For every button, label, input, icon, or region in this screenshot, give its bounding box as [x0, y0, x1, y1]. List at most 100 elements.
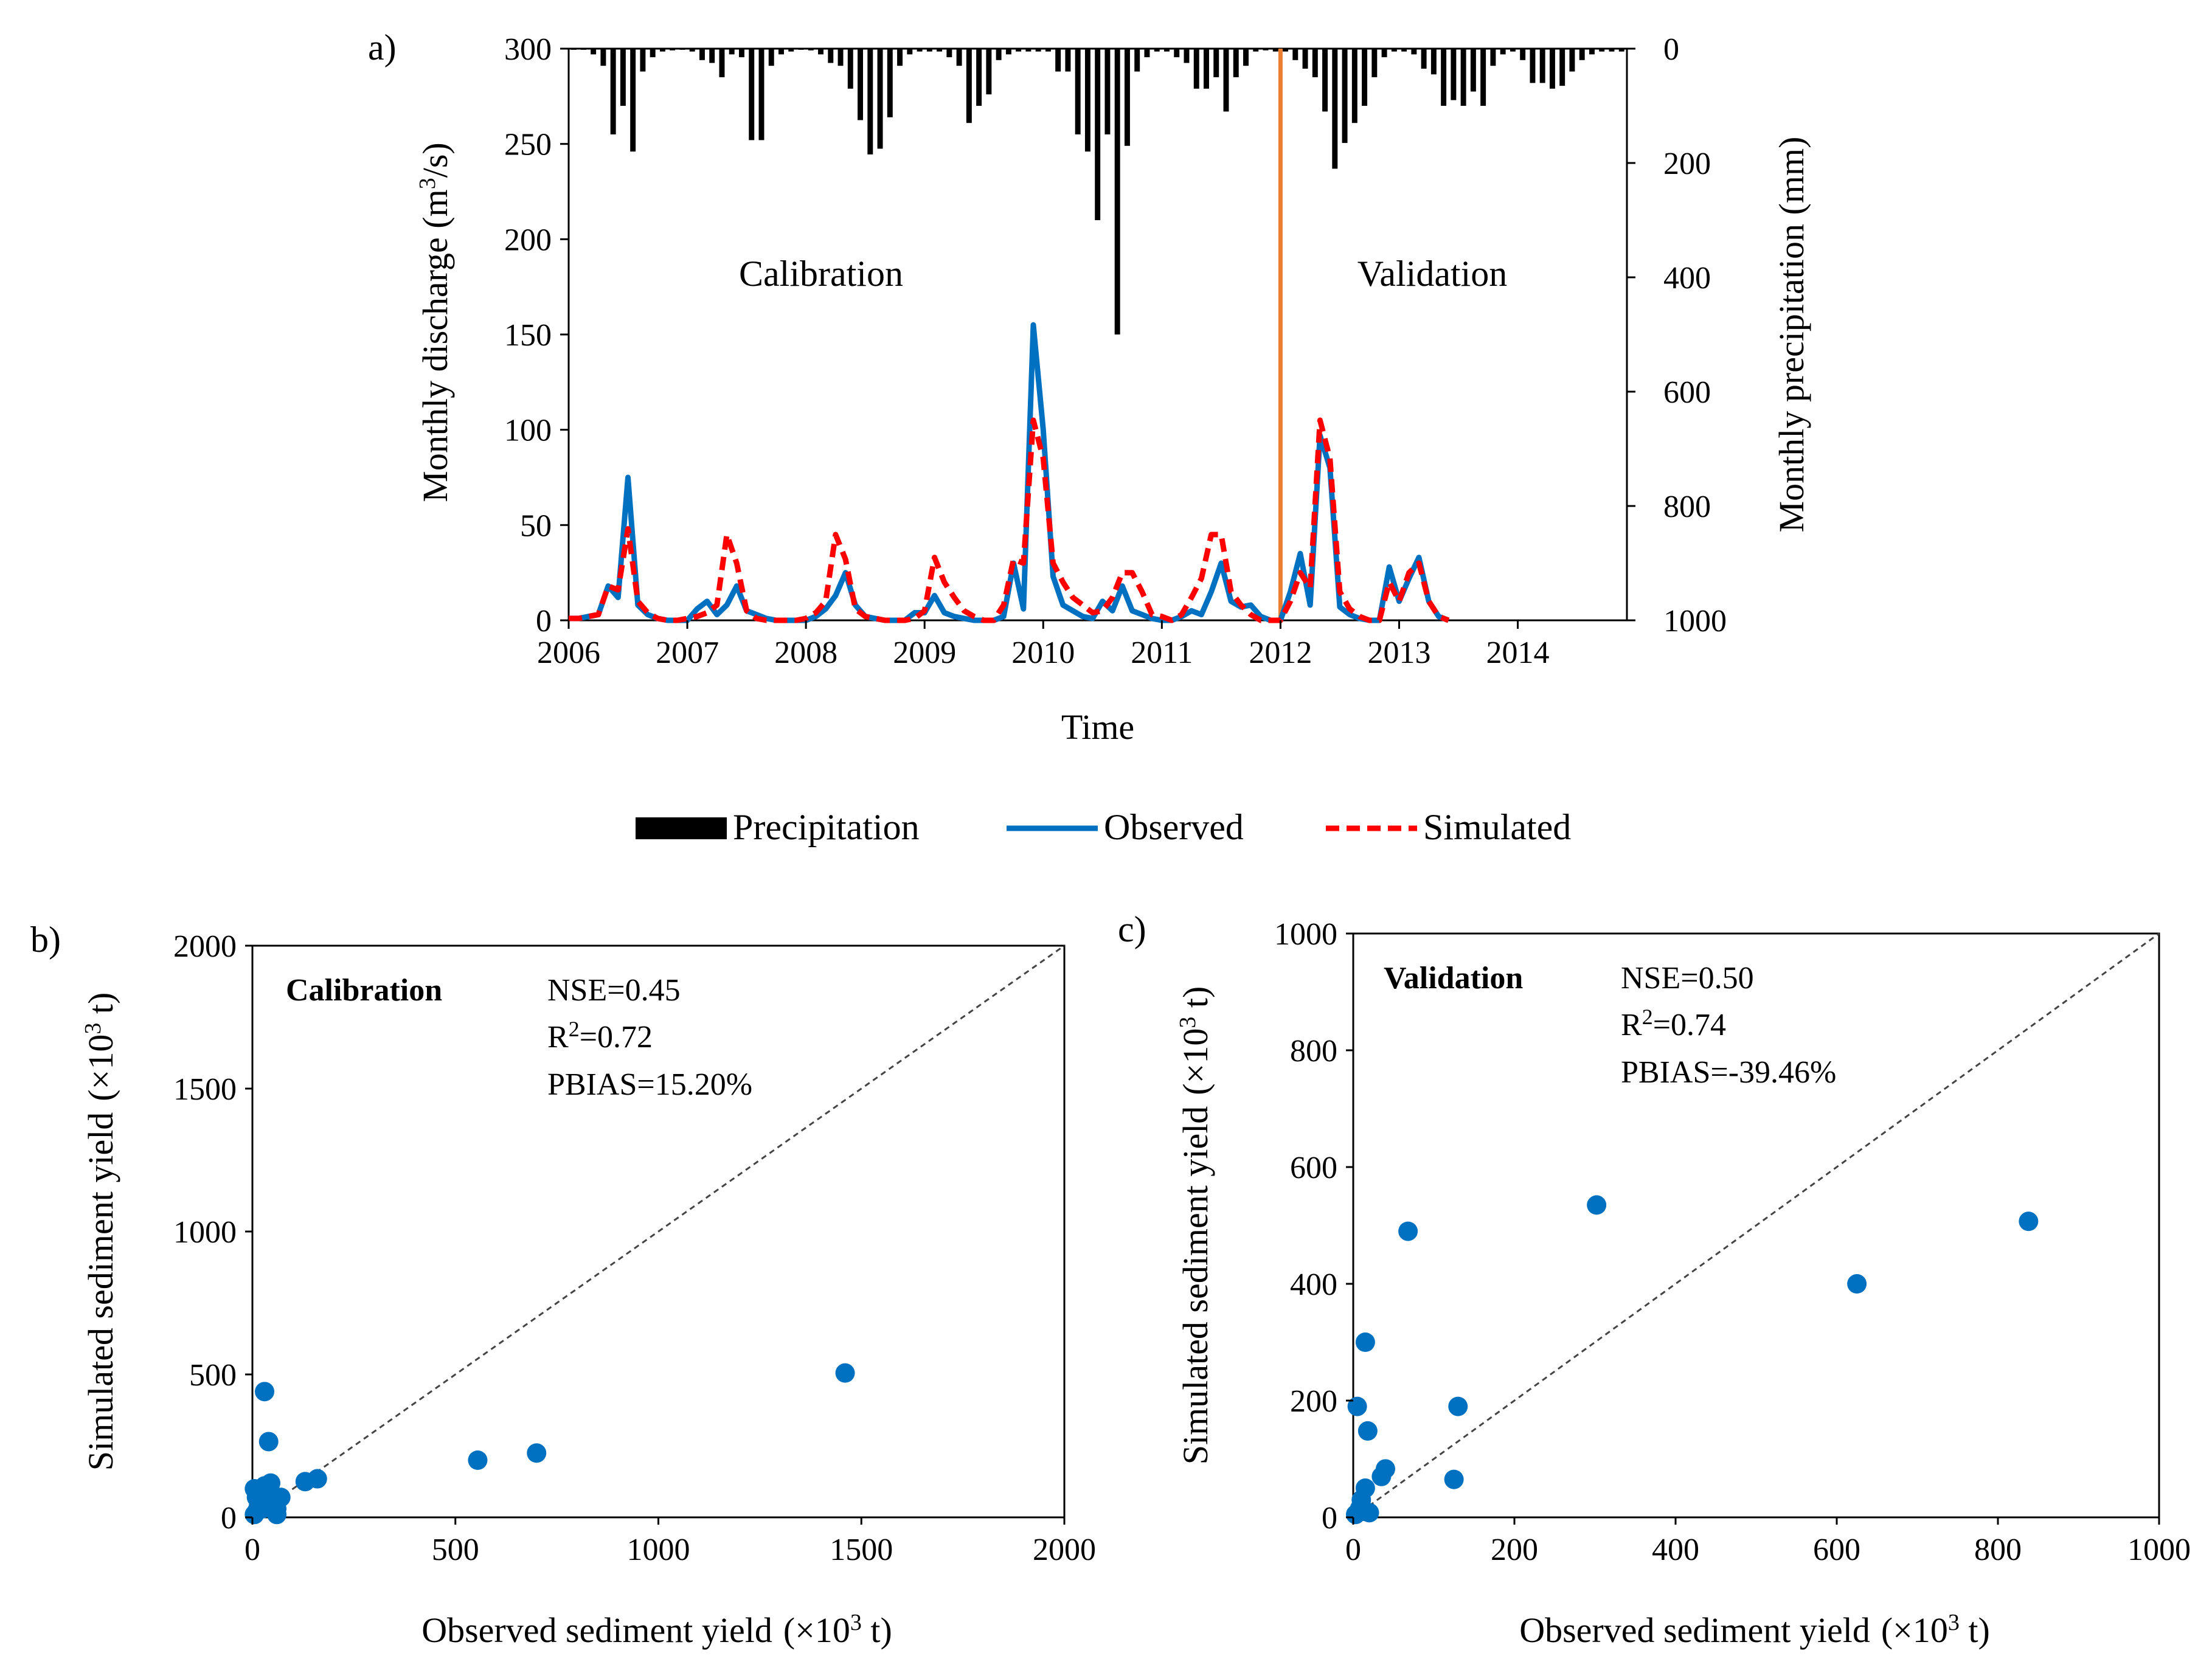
precipitation-bar	[1421, 49, 1427, 69]
panel-a-y-tick-label: 250	[504, 128, 552, 162]
panel-a-x-tick-label: 2007	[656, 636, 719, 670]
precipitation-bar	[867, 49, 873, 154]
panel-c-x-tick-label: 400	[1652, 1533, 1699, 1567]
precipitation-bar	[1025, 49, 1031, 52]
precipitation-bar	[1005, 49, 1011, 55]
precipitation-bar	[1283, 49, 1289, 52]
panel-a-y-tick-label: 50	[520, 508, 552, 543]
panel-b-y-unit-tail: t)	[81, 993, 120, 1023]
panel-b-point	[257, 1490, 277, 1510]
panel-b-one-to-one-line	[252, 944, 1065, 1519]
panel-a-y-axis-title-main: Monthly discharge (m	[415, 189, 455, 502]
panel-c-point	[1444, 1469, 1464, 1489]
precipitation-bar	[788, 49, 794, 52]
precipitation-bar	[897, 49, 903, 66]
panel-a-y-tick-label: 100	[504, 414, 552, 448]
precipitation-bar	[1045, 49, 1051, 52]
panel-b-x-unit: (×10	[783, 1610, 850, 1650]
precipitation-bar	[1549, 49, 1555, 89]
precipitation-bar	[847, 49, 853, 89]
precipitation-bar	[600, 49, 606, 66]
panel-a-y-tick-label: 200	[504, 223, 552, 257]
panel-a-y-tick-label: 300	[504, 32, 552, 67]
panel-a-x-tick-label: 2012	[1249, 636, 1312, 670]
panel-b-y-unit-sup: 3	[80, 1023, 106, 1034]
precipitation-bar	[1520, 49, 1526, 60]
precipitation-bar	[946, 49, 952, 58]
precipitation-bar	[837, 49, 844, 66]
panel-a-y2-tick-label: 0	[1663, 32, 1679, 67]
precipitation-bar	[1292, 49, 1298, 60]
panel-c-x-tick-label: 800	[1974, 1533, 2022, 1567]
panel-c-point	[1355, 1332, 1375, 1352]
panel-b-r2: R2=0.72	[547, 1017, 653, 1055]
panel-b-point	[255, 1382, 275, 1402]
panel-c-r2-prefix: R	[1621, 1008, 1642, 1042]
panel-c-point	[1398, 1221, 1418, 1241]
panel-b-y-tick-label: 2000	[173, 929, 237, 964]
precipitation-bar	[1618, 49, 1624, 52]
panel-b-point	[258, 1432, 279, 1452]
panel-c-x-unit-tail: t)	[1960, 1610, 1990, 1650]
panel-b-y-axis-title-main: Simulated sediment yield	[81, 1112, 120, 1471]
panel-b-y-tick-label: 1000	[173, 1215, 237, 1250]
precipitation-bar	[1272, 49, 1278, 52]
panel-a-y2-tick-label: 1000	[1663, 604, 1727, 639]
precipitation-bar	[1253, 49, 1259, 52]
precipitation-bar	[768, 49, 774, 66]
precipitation-bar	[887, 49, 893, 117]
precipitation-bar	[610, 49, 616, 134]
panel-c-y-tick-label: 800	[1290, 1034, 1337, 1069]
precipitation-bar	[778, 49, 784, 55]
precipitation-bar	[1579, 49, 1585, 60]
precipitation-bar	[1589, 49, 1595, 55]
precipitation-bar	[1530, 49, 1536, 83]
panel-c-r2-sup: 2	[1642, 1005, 1653, 1029]
panel-a-y2-tick-label: 400	[1663, 261, 1711, 296]
panel-b-nse: NSE=0.45	[547, 973, 681, 1008]
precipitation-bar	[1510, 49, 1516, 52]
precipitation-bar	[591, 49, 597, 55]
precipitation-bar	[689, 49, 695, 52]
precipitation-bar	[1163, 49, 1170, 52]
panel-b-point	[468, 1450, 488, 1470]
precipitation-bar	[1451, 49, 1457, 100]
panel-b-points	[244, 1363, 855, 1525]
precipitation-bar	[966, 49, 972, 123]
panel-a-x-axis-title: Time	[1061, 707, 1134, 747]
precipitation-bar	[620, 49, 626, 106]
panel-c-y-tick-label: 200	[1290, 1384, 1337, 1419]
precipitation-bar	[1114, 49, 1120, 334]
simulated-discharge-line	[569, 417, 1450, 623]
panel-c-y-tick-label: 1000	[1274, 917, 1337, 952]
precipitation-bar	[630, 49, 636, 152]
precipitation-bar	[1470, 49, 1476, 92]
panel-c-y-tick-label: 0	[1322, 1501, 1337, 1536]
panel-a-y-axis-title: Monthly discharge (m3/s)	[415, 142, 455, 502]
precipitation-bar	[858, 49, 864, 120]
precipitation-bar	[709, 49, 715, 63]
precipitation-bar	[1559, 49, 1565, 86]
precipitation-bar	[640, 49, 646, 72]
panel-c-nse: NSE=0.50	[1621, 961, 1754, 996]
panel-a-y-tick-labels: 0 50 100 150 200 250 300	[504, 32, 569, 639]
precipitation-bar	[719, 49, 725, 77]
legend-observed-label: Observed	[1104, 807, 1244, 847]
precipitation-bar	[926, 49, 932, 52]
precipitation-bar	[699, 49, 705, 60]
panel-b-x-tick-label: 0	[244, 1533, 260, 1567]
panel-c-y-axis-title-main: Simulated sediment yield	[1176, 1106, 1215, 1465]
panel-b-x-tick-label: 1000	[627, 1533, 690, 1567]
panel-c-x-tick-label: 600	[1813, 1533, 1860, 1567]
precipitation-bar	[877, 49, 883, 149]
panel-c-x-axis-title: Observed sediment yield (×103 t)	[1519, 1610, 1990, 1650]
panel-a-x-tick-label: 2008	[774, 636, 837, 670]
panel-b-point	[261, 1473, 281, 1493]
precipitation-bar	[1362, 49, 1368, 106]
precipitation-bar	[1134, 49, 1140, 72]
panel-c-x-unit-sup: 3	[1948, 1610, 1960, 1635]
panel-b-r2-value: =0.72	[580, 1020, 653, 1055]
panel-b-y-tick-labels: 0 500 1000 1500 2000	[173, 929, 252, 1536]
panel-a-y2-tick-labels: 0 200 400 600 800 1000	[1627, 32, 1727, 639]
